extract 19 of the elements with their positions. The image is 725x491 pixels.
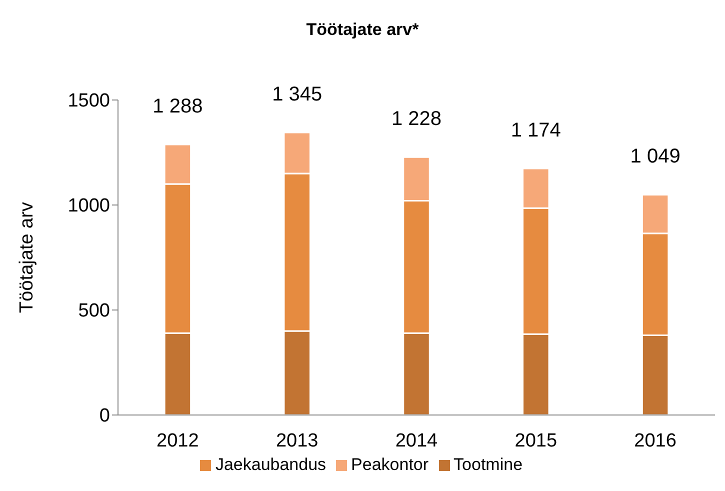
chart-title: Töötajate arv* <box>305 19 420 41</box>
y-axis-title: Töötajate arv <box>16 202 38 313</box>
x-tick-label: 2015 <box>514 430 558 452</box>
legend-label: Jaekaubandus <box>215 455 326 474</box>
x-tick-label: 2014 <box>395 430 438 452</box>
x-tick-label: 2016 <box>634 430 676 452</box>
x-tick-label: 2013 <box>276 430 318 452</box>
total-label: 1 174 <box>510 119 561 142</box>
x-tick-label: 2012 <box>156 430 199 452</box>
y-tick-label: 0 <box>99 406 110 427</box>
legend-label: Tootmine <box>454 455 523 474</box>
total-label: 1 049 <box>630 146 680 168</box>
y-tick-label: 500 <box>78 300 110 322</box>
total-label: 1 345 <box>272 84 322 106</box>
total-label: 1 288 <box>152 96 203 118</box>
y-tick-label: 1000 <box>68 196 110 217</box>
y-tick-label: 1500 <box>68 90 110 112</box>
legend-label: Peakontor <box>351 455 429 474</box>
total-label: 1 228 <box>391 108 442 130</box>
